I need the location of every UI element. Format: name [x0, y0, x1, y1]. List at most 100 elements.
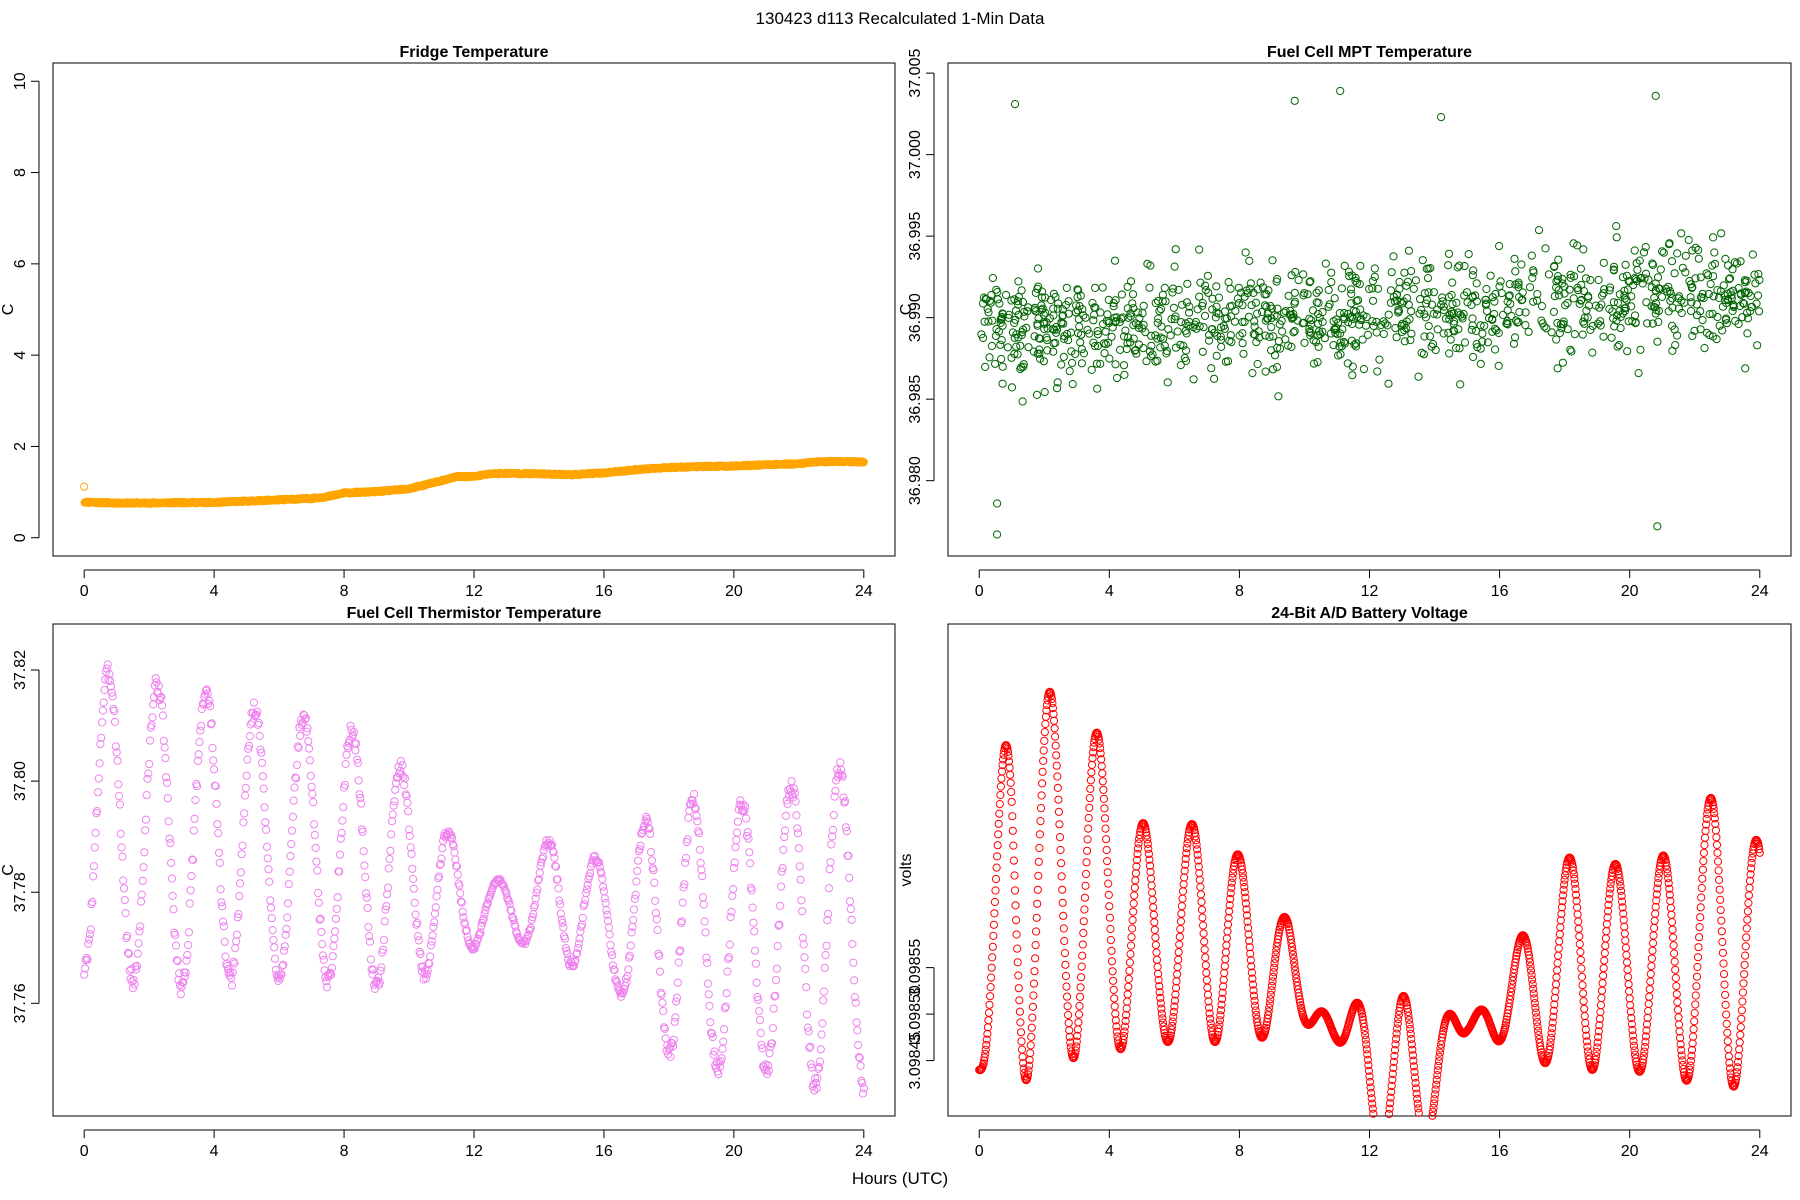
data-point — [1536, 1045, 1545, 1054]
data-point — [88, 897, 97, 907]
data-point — [262, 842, 271, 852]
data-point — [1460, 338, 1470, 347]
data-point — [1024, 1066, 1033, 1075]
data-point — [720, 1004, 730, 1013]
data-point — [1556, 320, 1566, 329]
data-point — [143, 774, 152, 784]
data-point — [1644, 1006, 1653, 1016]
data-point — [1222, 941, 1231, 950]
data-point — [1321, 259, 1330, 268]
data-point — [265, 877, 274, 887]
data-point — [1490, 297, 1499, 306]
data-point — [1172, 977, 1181, 986]
data-point — [1731, 316, 1740, 326]
data-point — [729, 863, 739, 873]
data-point — [1173, 327, 1182, 336]
data-point — [1182, 298, 1192, 307]
data-point — [1191, 832, 1200, 841]
data-point — [1529, 984, 1538, 993]
data-point — [531, 894, 540, 903]
data-point — [1581, 274, 1591, 283]
data-point — [1717, 229, 1726, 238]
data-point — [1200, 311, 1210, 320]
data-point — [980, 317, 989, 326]
data-point — [1508, 980, 1517, 989]
data-point — [1400, 326, 1409, 335]
data-point — [1248, 980, 1258, 989]
data-point — [1430, 1095, 1439, 1104]
data-point — [1223, 927, 1232, 936]
data-point — [140, 848, 149, 857]
data-point — [1424, 264, 1433, 273]
data-point — [310, 830, 319, 840]
data-point — [1085, 794, 1094, 803]
data-point — [1413, 1094, 1422, 1103]
data-point — [1582, 1037, 1592, 1046]
data-point — [337, 828, 346, 838]
data-point — [1723, 1028, 1732, 1037]
data-point — [1368, 1099, 1377, 1108]
data-point — [825, 865, 834, 874]
data-point — [360, 861, 369, 870]
data-point — [331, 927, 340, 936]
data-point — [458, 907, 467, 916]
data-point — [470, 944, 479, 953]
data-point — [1581, 1018, 1590, 1028]
data-point — [461, 926, 470, 936]
data-point — [1038, 304, 1047, 313]
data-point — [1598, 979, 1607, 988]
data-point — [380, 917, 389, 926]
data-point — [437, 854, 446, 863]
data-point — [1736, 1030, 1745, 1040]
data-point — [1240, 888, 1249, 897]
data-point — [1193, 845, 1202, 854]
data-point — [1553, 318, 1562, 328]
data-point — [1620, 929, 1629, 938]
data-point — [1315, 327, 1324, 336]
data-point — [214, 848, 224, 857]
data-point — [767, 1039, 777, 1048]
data-point — [1659, 248, 1668, 257]
data-point — [99, 698, 108, 707]
data-point — [427, 937, 436, 946]
data-point — [1050, 724, 1059, 733]
data-point — [756, 1028, 765, 1038]
x-tick-label: 20 — [1621, 583, 1639, 600]
data-point — [1379, 329, 1388, 339]
data-point — [1189, 323, 1198, 332]
data-point — [1181, 346, 1191, 355]
data-point — [1332, 323, 1341, 333]
data-point — [1274, 337, 1284, 346]
data-point — [385, 854, 394, 864]
x-tick-label: 24 — [855, 1143, 873, 1160]
data-point — [1641, 243, 1650, 252]
data-point — [232, 930, 241, 939]
data-point — [1055, 820, 1064, 829]
data-point — [1078, 940, 1087, 949]
data-point — [1555, 930, 1564, 939]
data-point — [278, 961, 287, 971]
data-point — [1599, 332, 1608, 341]
data-point — [1095, 739, 1104, 748]
data-point — [557, 915, 566, 924]
data-point — [1632, 259, 1641, 268]
data-point — [382, 902, 391, 911]
data-point — [1219, 982, 1228, 991]
data-point — [1058, 898, 1067, 907]
data-point — [1668, 294, 1677, 303]
data-point — [1609, 262, 1619, 271]
data-point — [1142, 831, 1151, 840]
data-point — [1242, 905, 1251, 914]
data-point — [1263, 314, 1272, 323]
data-point — [652, 915, 661, 924]
data-point — [1512, 951, 1521, 960]
data-point — [1145, 855, 1154, 864]
data-point — [85, 935, 94, 944]
data-point — [101, 675, 110, 684]
data-point — [1692, 300, 1701, 309]
data-point — [987, 291, 996, 300]
data-point — [1605, 895, 1614, 904]
data-point — [1746, 307, 1755, 316]
x-tick-label: 24 — [855, 583, 873, 600]
data-point — [1740, 970, 1749, 979]
